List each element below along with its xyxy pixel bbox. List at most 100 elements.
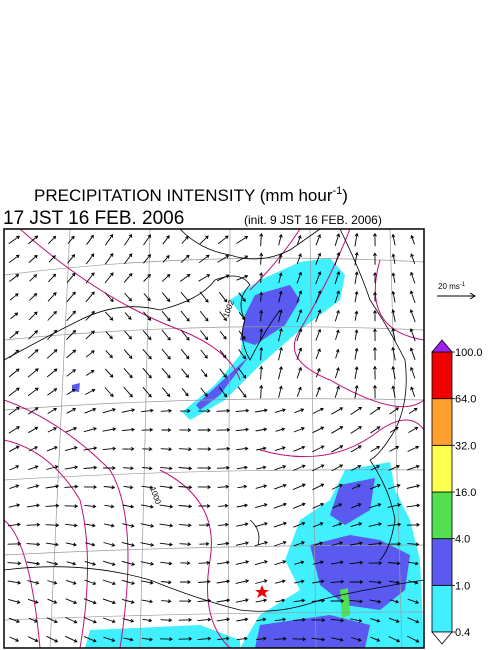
wind-arrow — [178, 618, 193, 622]
wind-arrow — [199, 310, 209, 322]
wind-arrow — [334, 309, 340, 322]
wind-arrow — [178, 485, 193, 490]
wind-arrow — [104, 523, 115, 528]
wind-arrow — [389, 446, 400, 452]
contour-label: 1000 — [148, 486, 163, 506]
precip-blue — [240, 285, 300, 345]
wind-arrow — [235, 427, 250, 432]
wind-arrow — [46, 446, 58, 452]
wind-arrow — [47, 292, 57, 302]
wind-arrow — [410, 234, 415, 245]
wind-arrow — [85, 272, 95, 284]
wind-arrow — [278, 309, 283, 323]
wind-arrow — [162, 235, 170, 245]
wind-arrow — [391, 385, 396, 398]
colorbar-over — [431, 339, 453, 353]
wind-arrow — [161, 310, 171, 322]
wind-arrow — [406, 503, 421, 508]
wind-arrow — [219, 311, 227, 322]
wind-arrow — [369, 484, 381, 490]
wind-arrow — [65, 598, 78, 605]
precip-green — [340, 588, 350, 618]
wind-arrow — [354, 251, 359, 266]
wind-arrow — [334, 233, 341, 247]
wind-arrow — [351, 484, 361, 490]
wind-arrow — [256, 617, 267, 622]
wind-arrow — [349, 541, 363, 546]
wind-arrow — [354, 366, 359, 380]
wind-arrow — [105, 331, 113, 340]
precip-blue — [196, 355, 250, 410]
wind-arrow — [254, 540, 269, 547]
wind-arrow — [66, 310, 76, 322]
wind-arrow — [408, 580, 419, 585]
wind-arrow — [47, 580, 58, 585]
wind-arrow — [354, 290, 359, 303]
wind-arrow — [9, 331, 19, 339]
wind-arrow — [391, 346, 396, 361]
wind-arrow — [315, 233, 321, 246]
wind-arrow — [293, 541, 306, 547]
wind-arrow — [83, 598, 97, 605]
wind-arrow — [216, 446, 231, 451]
wind-arrow — [331, 445, 344, 453]
wind-arrow — [65, 542, 77, 547]
wind-arrow — [46, 465, 59, 470]
wind-arrow — [273, 540, 287, 547]
colorbar: 0.4 1.0 4.0 16.0 32.0 64.0 100.0 — [431, 339, 483, 645]
wind-arrow — [142, 367, 152, 379]
wind-arrow — [200, 369, 208, 378]
wind-arrow — [369, 599, 382, 604]
wind-arrow — [66, 291, 76, 303]
wind-arrow — [236, 636, 248, 641]
wind-arrow — [123, 386, 133, 398]
wind-arrow — [311, 464, 325, 472]
wind-arrow — [27, 484, 40, 489]
wind-arrow — [66, 349, 77, 359]
wind-arrow — [259, 365, 264, 380]
wind-arrow — [255, 636, 267, 641]
wind-arrow — [159, 637, 173, 642]
wind-arrow — [123, 253, 133, 265]
wind-reference-arrow — [437, 292, 476, 300]
wind-arrow — [181, 387, 189, 397]
wind-arrow — [198, 409, 211, 413]
wind-arrow — [236, 236, 249, 244]
wind-arrow — [178, 447, 192, 452]
wind-arrow — [123, 637, 134, 642]
wind-arrow — [9, 349, 20, 359]
wind-arrow — [161, 599, 172, 604]
colorbar-label: 1.0 — [455, 580, 470, 592]
wind-arrow — [296, 309, 303, 323]
colorbar-label: 16.0 — [455, 487, 476, 499]
precipitation — [72, 258, 424, 648]
wind-arrow — [391, 309, 396, 323]
wind-arrow — [331, 637, 344, 642]
wind-arrow — [48, 235, 57, 245]
wind-arrow — [259, 309, 264, 322]
wind-arrow — [104, 292, 114, 303]
wind-arrow — [259, 328, 264, 341]
wind-arrow — [143, 293, 151, 302]
wind-arrow — [161, 580, 172, 585]
wind-arrow — [406, 484, 421, 489]
wind-arrow — [141, 408, 154, 413]
wind-arrow — [142, 447, 153, 451]
wind-arrow — [66, 561, 77, 566]
wind-arrow — [312, 483, 325, 491]
wind-arrow — [104, 272, 114, 284]
wind-arrow — [292, 483, 306, 491]
wind-arrow — [83, 636, 97, 643]
wind-arrow — [391, 253, 396, 264]
wind-arrow — [179, 523, 192, 528]
wind-arrow — [123, 485, 134, 490]
wind-arrow — [293, 598, 306, 603]
wind-arrow — [65, 426, 78, 433]
wind-arrow — [217, 541, 230, 546]
wind-arrow — [180, 310, 190, 322]
wind-arrow — [349, 560, 364, 565]
wind-arrow — [278, 233, 283, 246]
wind-arrow — [391, 365, 396, 380]
wind-arrow — [216, 617, 231, 622]
wind-arrow — [83, 446, 98, 451]
